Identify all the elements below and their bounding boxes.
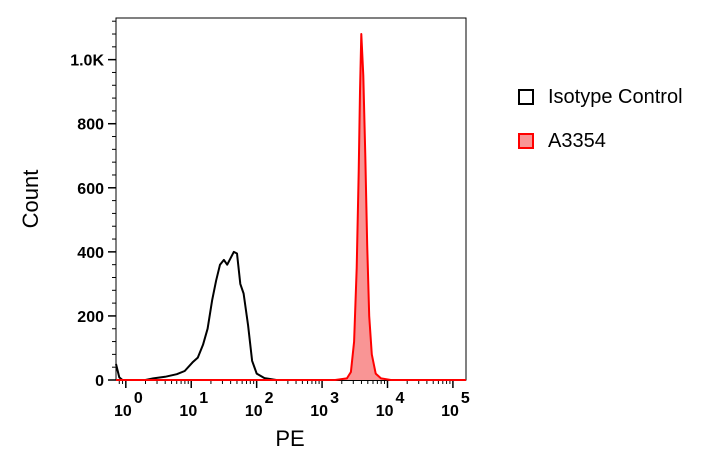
- x-tick-label-base: 10: [245, 403, 263, 420]
- legend-label-isotype-control: Isotype Control: [548, 85, 683, 108]
- x-tick-label-base: 10: [376, 403, 394, 420]
- y-tick-label: 0: [95, 373, 104, 390]
- x-tick-label-exponent: 0: [134, 390, 143, 407]
- series-area-1: [116, 34, 466, 380]
- series-line-1: [116, 33, 466, 381]
- legend-swatch-isotype-control: [518, 89, 534, 105]
- legend-swatch-a3354: [518, 133, 534, 149]
- series-line-0: [115, 250, 466, 381]
- legend: Isotype Control A3354: [518, 86, 683, 174]
- plot-frame: [115, 17, 467, 381]
- x-tick-label-exponent: 1: [199, 390, 208, 407]
- x-tick-label-exponent: 4: [395, 390, 404, 407]
- legend-label-a3354: A3354: [548, 129, 606, 152]
- x-tick-label-exponent: 5: [461, 390, 470, 407]
- y-tick-label: 1.0K: [70, 53, 104, 70]
- series-layer: [115, 33, 466, 381]
- legend-item-isotype-control: Isotype Control: [518, 86, 683, 108]
- legend-item-a3354: A3354: [518, 130, 683, 152]
- x-tick-label-base: 10: [179, 403, 197, 420]
- x-tick-label-exponent: 3: [330, 390, 339, 407]
- x-axis-title: PE: [275, 426, 304, 451]
- x-tick-label-exponent: 2: [265, 390, 274, 407]
- y-tick-label: 600: [77, 181, 104, 198]
- y-axis: 0 200 400 600 800 1.0K: [70, 20, 116, 390]
- x-tick-label-base: 10: [310, 403, 328, 420]
- y-axis-title: Count: [18, 170, 43, 229]
- y-tick-label: 200: [77, 309, 104, 326]
- x-tick-label-base: 10: [441, 403, 459, 420]
- y-tick-label: 400: [77, 245, 104, 262]
- y-tick-label: 800: [77, 117, 104, 134]
- x-tick-label-base: 10: [114, 403, 132, 420]
